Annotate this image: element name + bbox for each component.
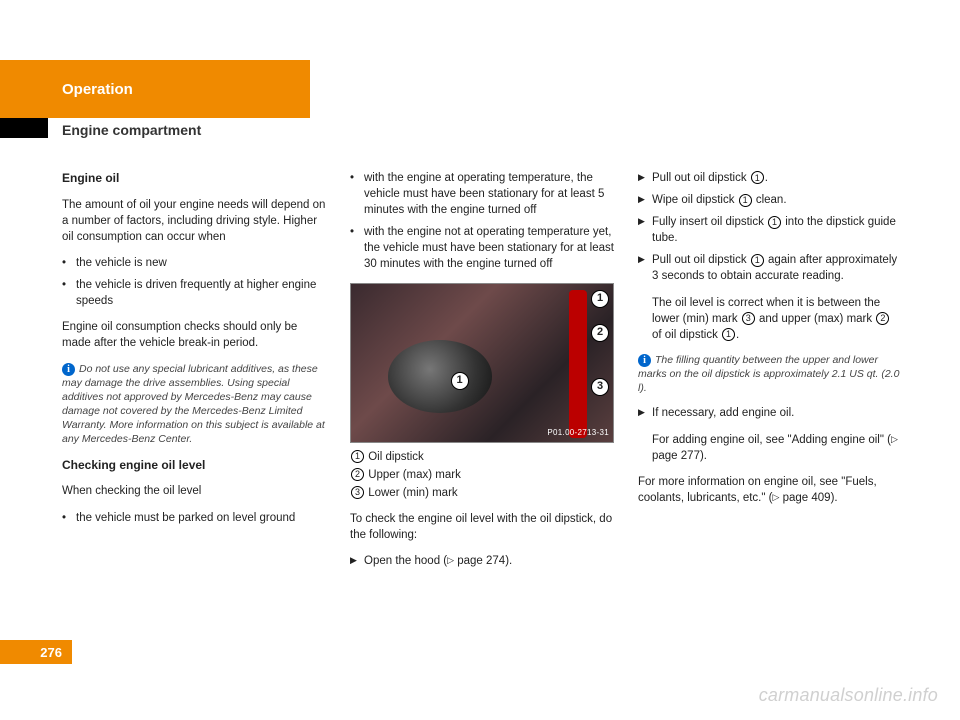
paragraph: For adding engine oil, see "Adding engin… (638, 432, 902, 464)
circled-1-icon: 1 (751, 171, 764, 184)
list-item: Pull out oil dipstick 1. (638, 170, 902, 186)
text: page 274). (454, 555, 512, 567)
circled-1-icon: 1 (751, 254, 764, 267)
list-item: Fully insert oil dipstick 1 into the dip… (638, 214, 902, 246)
dipstick-graphic (569, 290, 587, 438)
callout-2: 2 (591, 324, 609, 342)
callout-1b: 1 (591, 290, 609, 308)
bullet-list: the vehicle must be parked on level grou… (62, 510, 326, 526)
heading-check-level: Checking engine oil level (62, 457, 326, 474)
heading-engine-oil: Engine oil (62, 170, 326, 187)
list-item: Open the hood (▷ page 274). (350, 553, 614, 569)
paragraph: The amount of oil your engine needs will… (62, 197, 326, 245)
subsection-title: Engine compartment (62, 122, 201, 138)
content-columns: Engine oil The amount of oil your engine… (62, 170, 902, 650)
figure-legend: 1 Oil dipstick 2 Upper (max) mark 3 Lowe… (350, 449, 614, 501)
text: For more information on engine oil, see … (638, 476, 877, 504)
list-item: Wipe oil dipstick 1 clean. (638, 192, 902, 208)
circled-3-icon: 3 (742, 312, 755, 325)
info-icon: i (62, 363, 75, 376)
action-list: Pull out oil dipstick 1. Wipe oil dipsti… (638, 170, 902, 285)
text: of oil dipstick (652, 329, 721, 341)
legend-row: 2 Upper (max) mark (350, 467, 614, 483)
column-2: with the engine at operating temperature… (350, 170, 614, 650)
circled-2-icon: 2 (351, 468, 364, 481)
text: Pull out oil dipstick (652, 254, 750, 266)
action-list: If necessary, add engine oil. (638, 405, 902, 421)
engine-graphic (388, 340, 493, 413)
paragraph: Engine oil consumption checks should onl… (62, 319, 326, 351)
circled-1-icon: 1 (739, 194, 752, 207)
circled-1-icon: 1 (722, 328, 735, 341)
legend-row: 1 Oil dipstick (350, 449, 614, 465)
text: . (765, 172, 768, 184)
note-text: The filling quantity between the upper a… (638, 354, 899, 394)
list-item: Pull out oil dipstick 1 again after appr… (638, 252, 902, 284)
circled-2-icon: 2 (876, 312, 889, 325)
page-number-box: 276 (0, 640, 72, 664)
callout-3: 3 (591, 378, 609, 396)
info-note: iDo not use any special lubricant additi… (62, 362, 326, 447)
callout-1: 1 (451, 372, 469, 390)
circled-1-icon: 1 (768, 216, 781, 229)
text: and upper (max) mark (756, 313, 876, 325)
text: page 277). (652, 450, 707, 462)
list-item: the vehicle is new (62, 255, 326, 271)
bullet-list: with the engine at operating temperature… (350, 170, 614, 273)
text: Fully insert oil dipstick (652, 216, 767, 228)
legend-row: 3 Lower (min) mark (350, 485, 614, 501)
column-1: Engine oil The amount of oil your engine… (62, 170, 326, 650)
figure-code: P01.00-2713-31 (547, 427, 609, 438)
action-list: Open the hood (▷ page 274). (350, 553, 614, 569)
bullet-list: the vehicle is new the vehicle is driven… (62, 255, 326, 309)
manual-page: Operation Engine compartment Engine oil … (0, 0, 960, 720)
legend-text: Oil dipstick (368, 451, 424, 463)
circled-1-icon: 1 (351, 450, 364, 463)
paragraph: The oil level is correct when it is betw… (638, 295, 902, 343)
section-header-bar: Operation (0, 60, 310, 118)
list-item: If necessary, add engine oil. (638, 405, 902, 421)
section-title: Operation (0, 81, 133, 98)
page-number: 276 (40, 645, 62, 660)
circled-3-icon: 3 (351, 486, 364, 499)
triangle-ref-icon: ▷ (891, 434, 898, 444)
legend-text: Lower (min) mark (368, 487, 457, 499)
column-3: Pull out oil dipstick 1. Wipe oil dipsti… (638, 170, 902, 650)
text: For adding engine oil, see "Adding engin… (652, 434, 891, 446)
text: Wipe oil dipstick (652, 194, 738, 206)
info-note: iThe filling quantity between the upper … (638, 353, 902, 396)
list-item: with the engine not at operating tempera… (350, 224, 614, 272)
watermark: carmanualsonline.info (759, 685, 938, 706)
legend-text: Upper (max) mark (368, 469, 461, 481)
list-item: the vehicle is driven frequently at high… (62, 277, 326, 309)
paragraph: When checking the oil level (62, 483, 326, 499)
dipstick-figure: 1 1 2 3 P01.00-2713-31 (350, 283, 614, 443)
triangle-ref-icon: ▷ (447, 555, 454, 565)
info-icon: i (638, 354, 651, 367)
text: clean. (753, 194, 787, 206)
paragraph: For more information on engine oil, see … (638, 474, 902, 506)
paragraph: To check the engine oil level with the o… (350, 511, 614, 543)
list-item: with the engine at operating temperature… (350, 170, 614, 218)
text: Open the hood ( (364, 555, 447, 567)
text: page 409). (779, 492, 837, 504)
text: . (736, 329, 739, 341)
side-tab (0, 118, 48, 138)
text: Pull out oil dipstick (652, 172, 750, 184)
list-item: the vehicle must be parked on level grou… (62, 510, 326, 526)
note-text: Do not use any special lubricant additiv… (62, 363, 325, 446)
